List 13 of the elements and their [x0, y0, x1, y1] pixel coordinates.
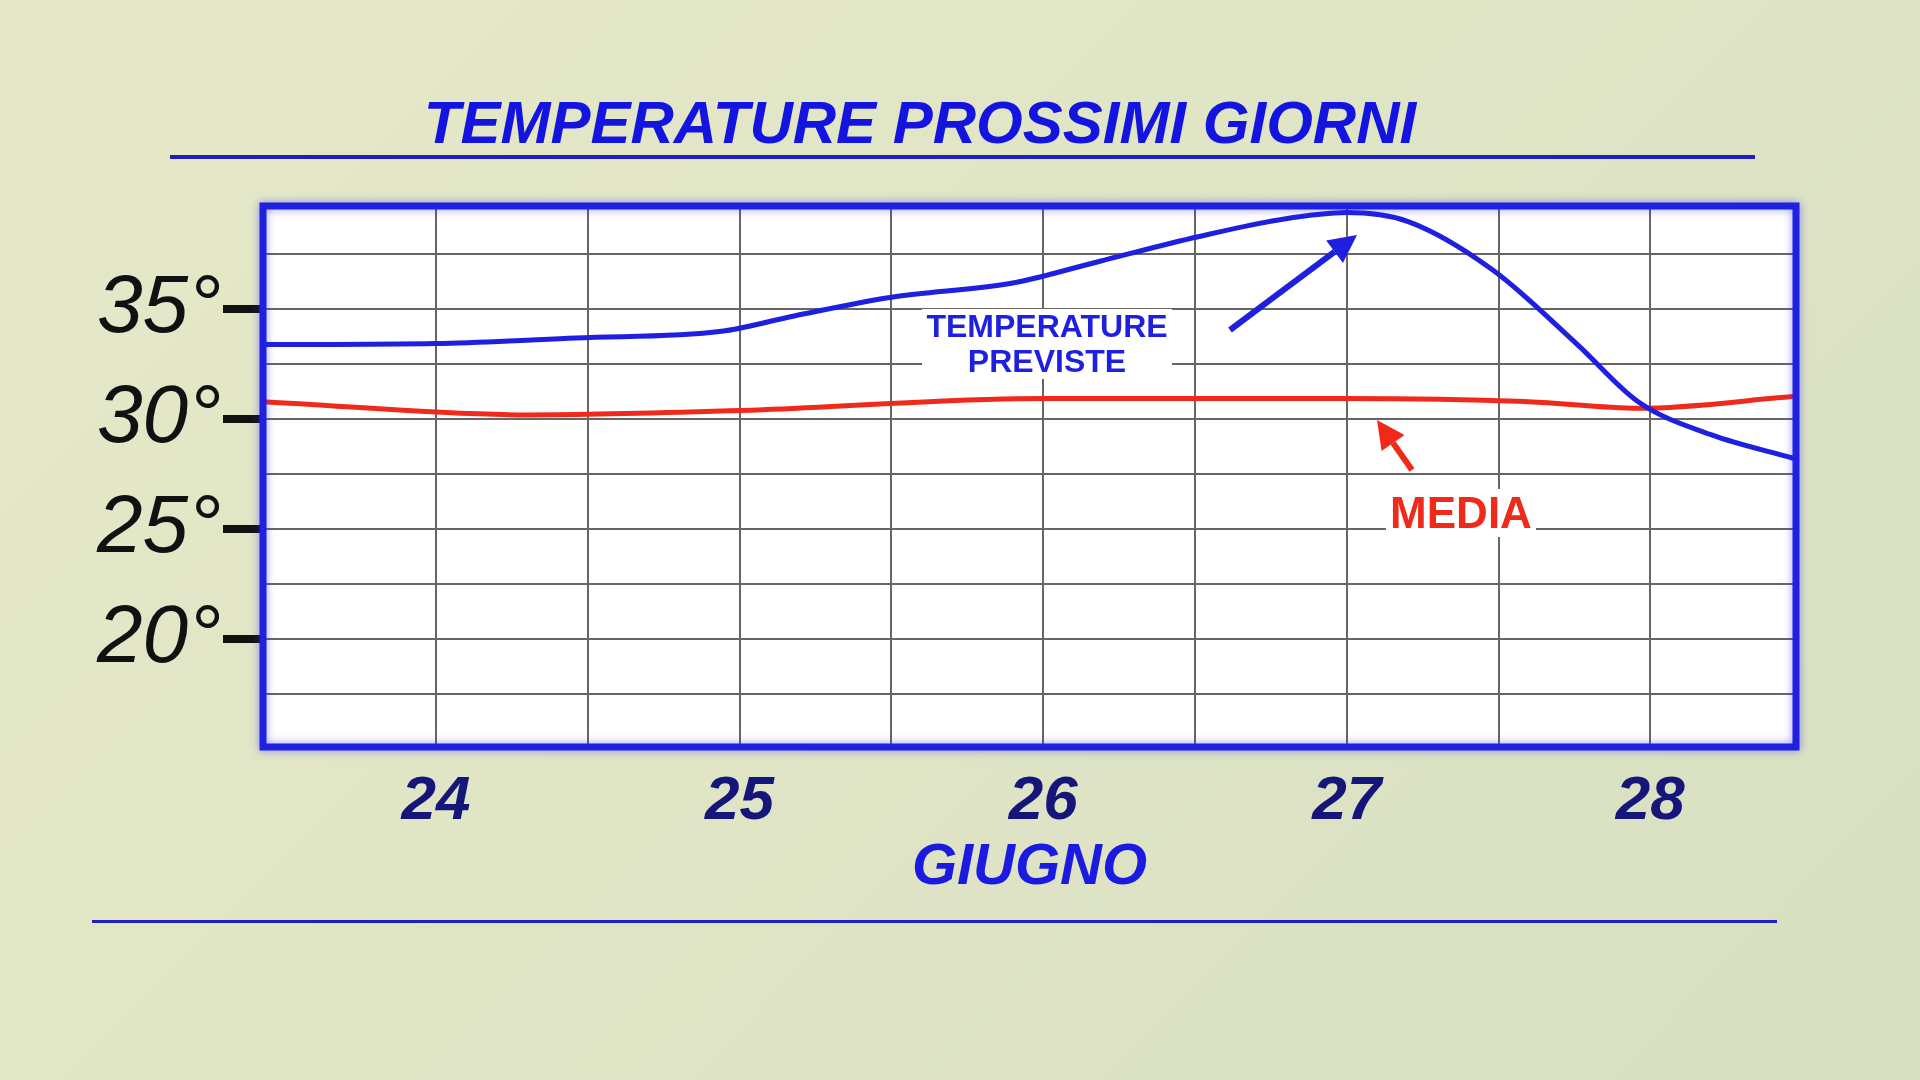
x-axis-title: GIUGNO [911, 831, 1148, 896]
y-tick-label: 30° [96, 368, 221, 460]
annotation: MEDIA [1390, 487, 1532, 537]
y-tick-label: 35° [96, 258, 221, 350]
x-tick-label: 25 [704, 763, 776, 833]
chart-title: TEMPERATURE PROSSIMI GIORNI [422, 88, 1418, 157]
x-tick-label: 26 [1007, 763, 1079, 833]
x-tick-label: 28 [1614, 763, 1686, 833]
x-tick-label: 27 [1311, 763, 1384, 833]
y-tick-label: 20° [95, 588, 221, 680]
y-tick-label: 25° [95, 478, 221, 570]
annotation: TEMPERATURE PREVISTE [926, 307, 1168, 379]
x-tick-label: 24 [400, 763, 471, 833]
